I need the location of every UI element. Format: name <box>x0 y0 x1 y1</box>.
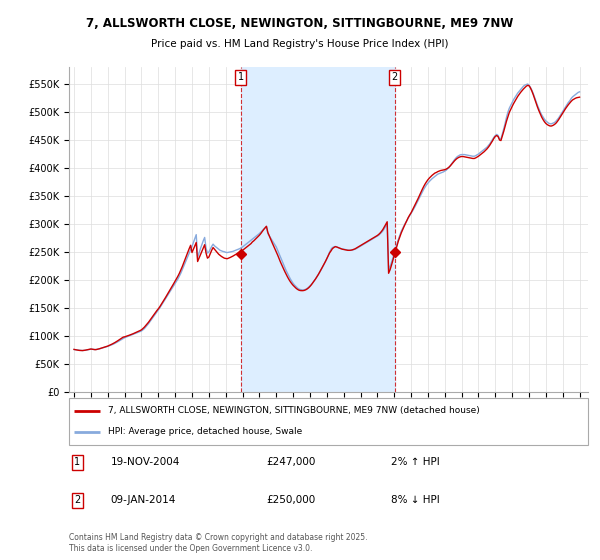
Text: HPI: Average price, detached house, Swale: HPI: Average price, detached house, Swal… <box>108 427 302 436</box>
Text: Price paid vs. HM Land Registry's House Price Index (HPI): Price paid vs. HM Land Registry's House … <box>151 39 449 49</box>
Text: £250,000: £250,000 <box>266 496 316 505</box>
FancyBboxPatch shape <box>69 398 588 445</box>
Text: Contains HM Land Registry data © Crown copyright and database right 2025.
This d: Contains HM Land Registry data © Crown c… <box>69 533 367 553</box>
Text: 1: 1 <box>74 458 80 467</box>
Text: £247,000: £247,000 <box>266 458 316 467</box>
Text: 1: 1 <box>238 72 244 82</box>
Text: 19-NOV-2004: 19-NOV-2004 <box>110 458 180 467</box>
Text: 09-JAN-2014: 09-JAN-2014 <box>110 496 176 505</box>
Text: 2: 2 <box>74 496 80 505</box>
Text: 2% ↑ HPI: 2% ↑ HPI <box>391 458 440 467</box>
Text: 7, ALLSWORTH CLOSE, NEWINGTON, SITTINGBOURNE, ME9 7NW (detached house): 7, ALLSWORTH CLOSE, NEWINGTON, SITTINGBO… <box>108 407 479 416</box>
Text: 8% ↓ HPI: 8% ↓ HPI <box>391 496 440 505</box>
Text: 2: 2 <box>392 72 398 82</box>
Text: 7, ALLSWORTH CLOSE, NEWINGTON, SITTINGBOURNE, ME9 7NW: 7, ALLSWORTH CLOSE, NEWINGTON, SITTINGBO… <box>86 17 514 30</box>
Bar <box>241 67 395 392</box>
